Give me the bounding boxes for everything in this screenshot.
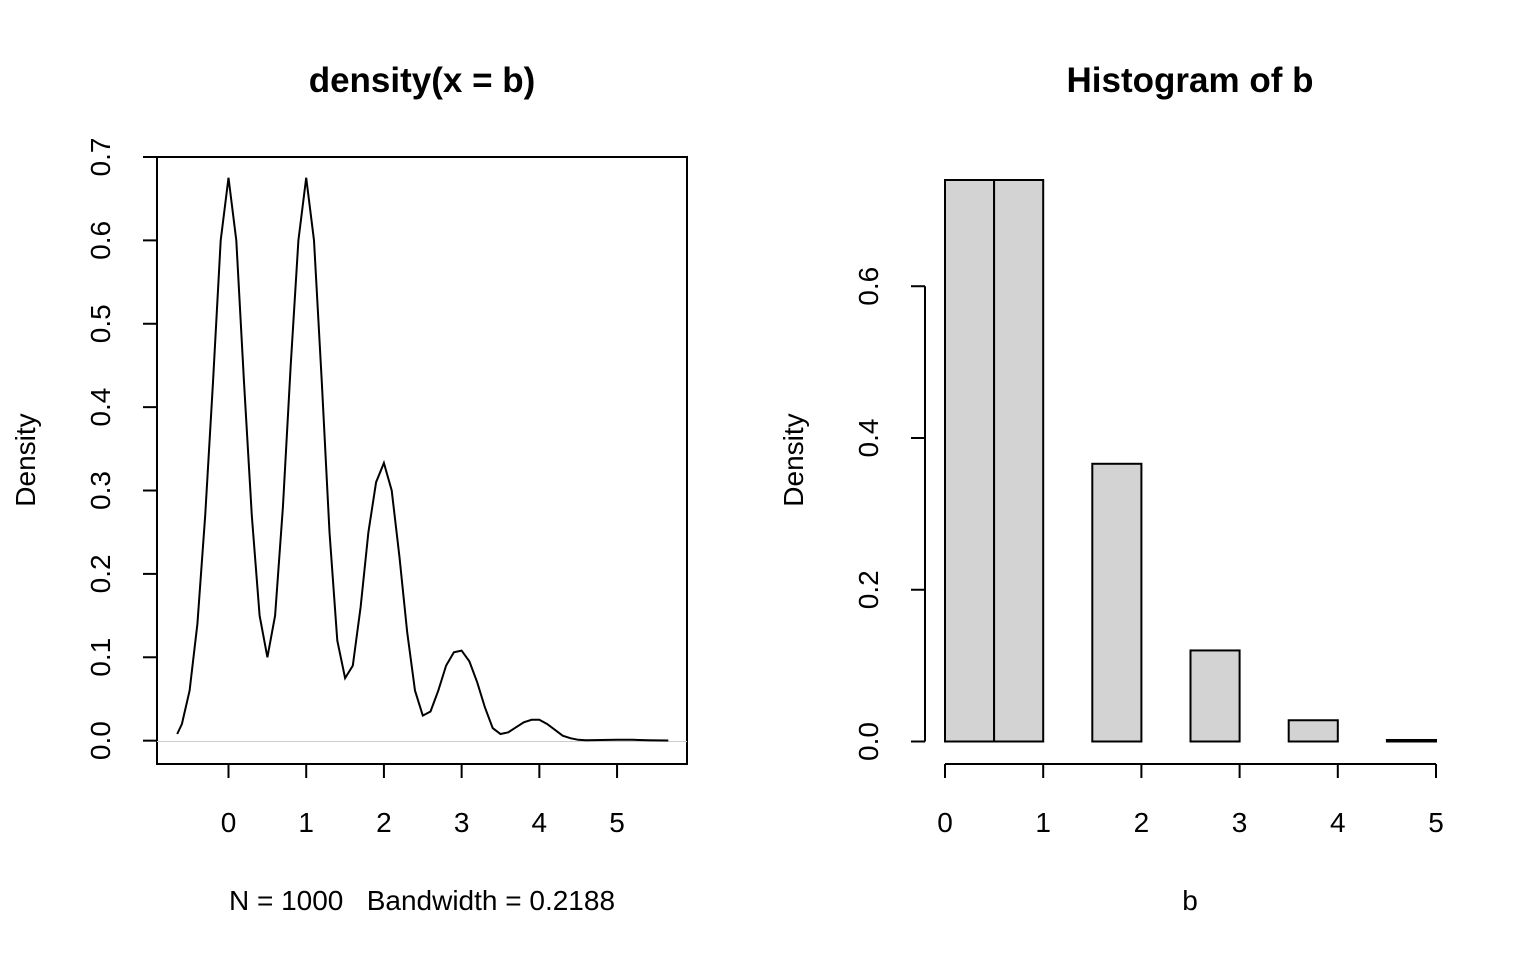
- histogram-bar: [944, 179, 996, 743]
- density-y-tick-label: 0.6: [85, 221, 116, 260]
- histogram-panel: Histogram of b 0 1 2 3 4 5 0.0 0.2 0.4 0.6 Densi…: [778, 61, 1444, 916]
- density-x-tick-label: 4: [532, 807, 548, 838]
- density-x-tick-label: 3: [454, 807, 470, 838]
- density-title: density(x = b): [309, 61, 536, 100]
- density-y-tick-label: 0.3: [85, 471, 116, 510]
- histogram-y-tick-label: 0.6: [853, 267, 884, 306]
- histogram-bar: [993, 179, 1045, 743]
- density-y-tick-label: 0.2: [85, 554, 116, 593]
- histogram-y-tick-label: 0.4: [853, 419, 884, 458]
- histogram-bars: [944, 179, 1438, 743]
- density-y-tick-label: 0.0: [85, 721, 116, 760]
- density-y-tick-label: 0.1: [85, 638, 116, 677]
- density-x-tick-label: 1: [298, 807, 314, 838]
- density-x-axis-label: N = 1000 Bandwidth = 0.2188: [229, 885, 615, 916]
- density-x-tick-label: 0: [221, 807, 237, 838]
- histogram-y-axis: 0.0 0.2 0.4 0.6: [853, 267, 926, 761]
- histogram-x-tick-label: 3: [1232, 807, 1248, 838]
- histogram-x-tick-label: 2: [1134, 807, 1150, 838]
- histogram-bar: [1385, 738, 1438, 743]
- density-x-tick-label: 5: [609, 807, 625, 838]
- density-y-axis: 0.0 0.1 0.2 0.3 0.4 0.5 0.6 0.7: [85, 138, 157, 760]
- density-x-tick-label: 2: [376, 807, 392, 838]
- density-panel: density(x = b) 0 1 2 3 4 5 0.0 0.1 0.2 0.3 0.4 0.5…: [10, 61, 688, 916]
- density-curve: [176, 177, 669, 742]
- density-y-axis-label: Density: [10, 413, 41, 506]
- histogram-x-tick-label: 1: [1035, 807, 1051, 838]
- histogram-x-tick-label: 4: [1330, 807, 1346, 838]
- histogram-y-axis-label: Density: [778, 413, 809, 506]
- histogram-title: Histogram of b: [1067, 61, 1314, 100]
- density-y-tick-label: 0.5: [85, 304, 116, 343]
- density-x-axis: 0 1 2 3 4 5: [221, 764, 625, 838]
- histogram-x-axis: 0 1 2 3 4 5: [937, 763, 1444, 838]
- density-y-tick-label: 0.7: [85, 138, 116, 177]
- histogram-bar: [1189, 649, 1241, 743]
- density-y-tick-label: 0.4: [85, 388, 116, 427]
- histogram-x-tick-label: 5: [1428, 807, 1444, 838]
- histogram-y-tick-label: 0.2: [853, 570, 884, 609]
- histogram-bar: [1287, 719, 1339, 743]
- histogram-x-tick-label: 0: [937, 807, 953, 838]
- density-plot-frame: [156, 156, 688, 765]
- histogram-bar: [1091, 462, 1143, 743]
- histogram-x-axis-label: b: [1182, 885, 1198, 916]
- histogram-y-tick-label: 0.0: [853, 722, 884, 761]
